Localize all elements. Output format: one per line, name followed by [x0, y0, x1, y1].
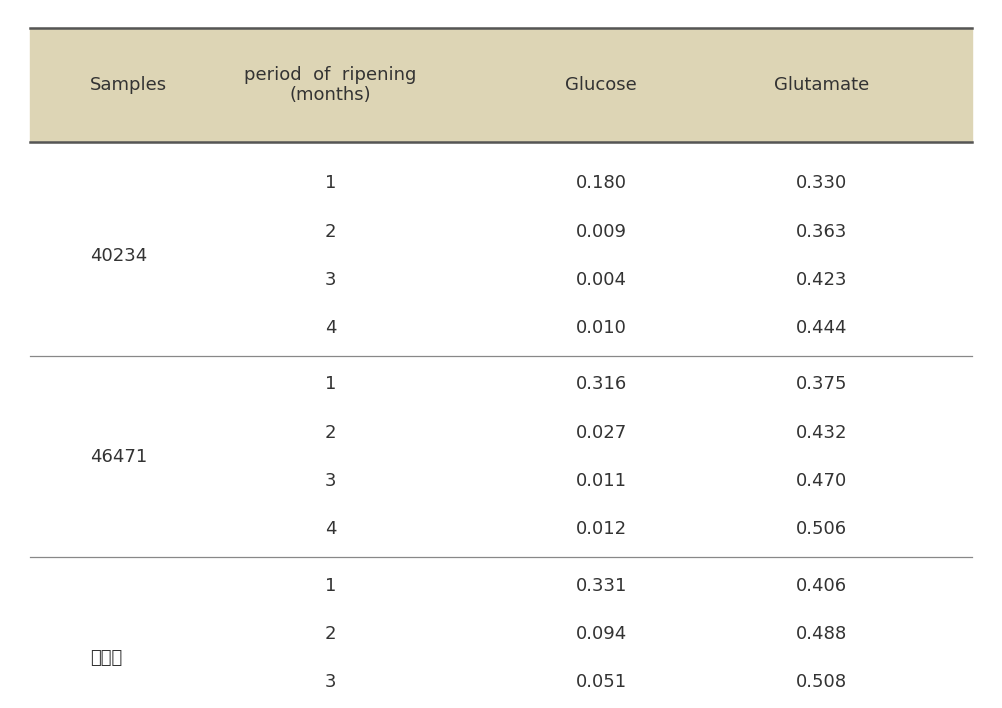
Text: 3: 3: [325, 472, 337, 490]
Text: 0.470: 0.470: [796, 472, 848, 490]
Text: 0.423: 0.423: [796, 270, 848, 289]
Text: 0.011: 0.011: [576, 472, 626, 490]
Text: 0.094: 0.094: [575, 624, 627, 643]
Text: 0.004: 0.004: [576, 270, 626, 289]
Text: 46471: 46471: [90, 447, 147, 466]
Text: 4: 4: [325, 319, 337, 337]
Text: 0.506: 0.506: [796, 520, 848, 538]
Text: 3: 3: [325, 673, 337, 691]
Text: period  of  ripening
(months): period of ripening (months): [244, 66, 417, 104]
Text: Samples: Samples: [90, 76, 167, 94]
Text: 0.027: 0.027: [575, 423, 627, 442]
Text: Glucose: Glucose: [565, 76, 637, 94]
Text: 충무균: 충무균: [90, 649, 122, 667]
Text: 1: 1: [325, 375, 337, 394]
Text: 0.330: 0.330: [796, 174, 848, 193]
Text: 3: 3: [325, 270, 337, 289]
Text: 40234: 40234: [90, 246, 147, 265]
Text: 0.363: 0.363: [796, 222, 848, 241]
Text: 0.406: 0.406: [796, 576, 848, 595]
Text: 0.316: 0.316: [575, 375, 627, 394]
Text: 2: 2: [325, 423, 337, 442]
Text: 0.331: 0.331: [575, 576, 627, 595]
Text: 0.009: 0.009: [576, 222, 626, 241]
Text: Glutamate: Glutamate: [774, 76, 870, 94]
Text: 0.010: 0.010: [576, 319, 626, 337]
Text: 2: 2: [325, 222, 337, 241]
Text: 0.051: 0.051: [575, 673, 627, 691]
Text: 0.180: 0.180: [576, 174, 626, 193]
Text: 0.508: 0.508: [796, 673, 848, 691]
Text: 0.012: 0.012: [575, 520, 627, 538]
Text: 0.432: 0.432: [796, 423, 848, 442]
Text: 0.375: 0.375: [796, 375, 848, 394]
Text: 0.444: 0.444: [796, 319, 848, 337]
Text: 4: 4: [325, 520, 337, 538]
Text: 1: 1: [325, 174, 337, 193]
Text: 2: 2: [325, 624, 337, 643]
Bar: [30, 28, 972, 142]
Text: 0.488: 0.488: [796, 624, 848, 643]
Text: 1: 1: [325, 576, 337, 595]
